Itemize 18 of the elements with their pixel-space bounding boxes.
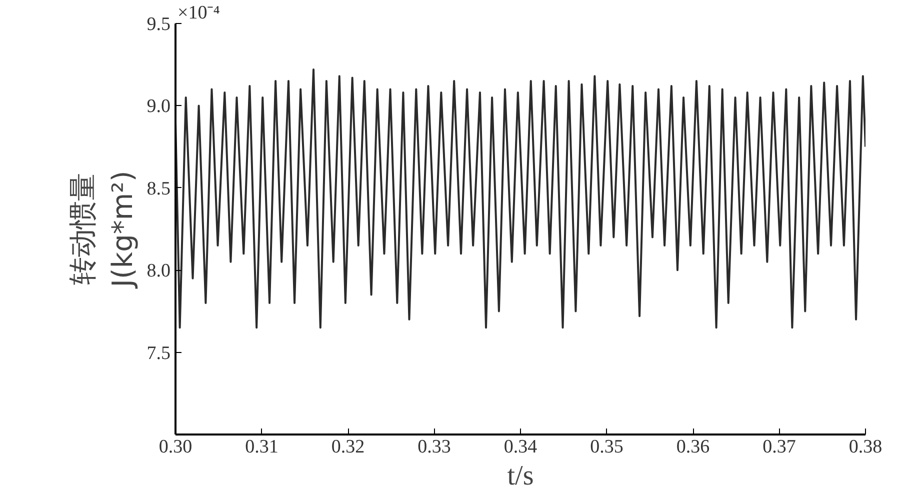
x-tick-label: 0.32 xyxy=(331,436,365,458)
x-tick-label: 0.35 xyxy=(590,436,624,458)
x-axis-title: t/s xyxy=(507,460,534,492)
y-tick-label: 9.5 xyxy=(146,14,170,35)
x-tick-label: 0.33 xyxy=(418,436,451,458)
x-tick-label: 0.34 xyxy=(504,436,538,458)
y-tick-label: 8.0 xyxy=(146,260,170,282)
x-tick-label: 0.31 xyxy=(245,436,278,458)
x-tick-label: 0.38 xyxy=(848,436,882,458)
y-tick-label: 7.5 xyxy=(146,342,170,364)
x-tick-label: 0.37 xyxy=(762,436,796,458)
annotation: ×10⁻⁴ xyxy=(178,2,220,24)
x-tick-label: 0.36 xyxy=(676,436,710,458)
line-series xyxy=(176,68,866,329)
y-axis-title: 转动惯量 J(kg*m²) xyxy=(66,170,139,290)
y-tick-label: 8.5 xyxy=(146,178,170,200)
x-tick-label: 0.30 xyxy=(158,436,192,458)
y-tick-label: 9.0 xyxy=(146,96,170,118)
